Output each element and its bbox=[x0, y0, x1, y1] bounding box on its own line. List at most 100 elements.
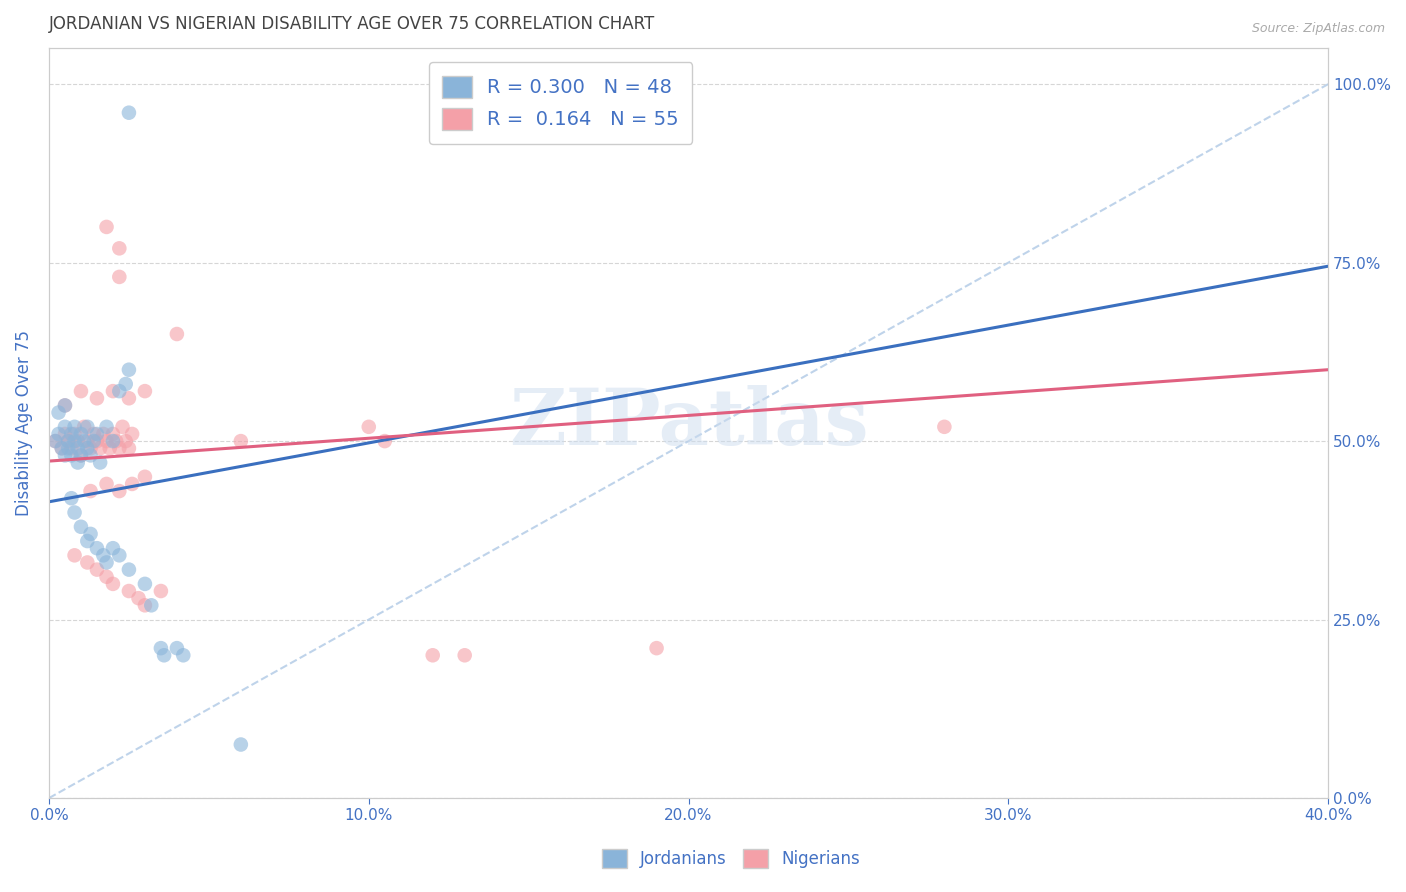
Point bbox=[76, 434, 98, 449]
Point bbox=[79, 449, 101, 463]
Point bbox=[53, 398, 76, 412]
Point bbox=[101, 577, 124, 591]
Point bbox=[66, 442, 89, 456]
Point bbox=[134, 384, 156, 398]
Point bbox=[76, 442, 98, 456]
Point bbox=[44, 434, 66, 449]
Point bbox=[63, 420, 86, 434]
Point bbox=[357, 420, 380, 434]
Point bbox=[166, 326, 188, 341]
Point bbox=[73, 420, 96, 434]
Point bbox=[73, 434, 96, 449]
Point bbox=[76, 556, 98, 570]
Point bbox=[63, 434, 86, 449]
Point bbox=[70, 427, 93, 442]
Point bbox=[118, 442, 141, 456]
Text: ZIPatlas: ZIPatlas bbox=[509, 385, 869, 461]
Point bbox=[79, 442, 101, 456]
Point bbox=[229, 434, 252, 449]
Point bbox=[66, 434, 89, 449]
Point bbox=[96, 420, 118, 434]
Point bbox=[60, 491, 83, 506]
Point bbox=[70, 449, 93, 463]
Point bbox=[48, 405, 70, 419]
Point bbox=[70, 520, 93, 534]
Point bbox=[83, 427, 105, 442]
Point bbox=[134, 599, 156, 613]
Point bbox=[96, 477, 118, 491]
Point bbox=[91, 427, 114, 442]
Point bbox=[128, 591, 150, 606]
Point bbox=[86, 541, 108, 556]
Point bbox=[101, 434, 124, 449]
Point bbox=[153, 648, 176, 663]
Point bbox=[51, 442, 73, 456]
Point bbox=[118, 563, 141, 577]
Point bbox=[934, 420, 956, 434]
Point bbox=[56, 442, 79, 456]
Point bbox=[374, 434, 396, 449]
Point bbox=[141, 599, 163, 613]
Point bbox=[108, 442, 131, 456]
Point bbox=[111, 420, 134, 434]
Point bbox=[101, 541, 124, 556]
Point bbox=[66, 456, 89, 470]
Point bbox=[86, 563, 108, 577]
Point bbox=[96, 434, 118, 449]
Point bbox=[91, 549, 114, 563]
Text: Source: ZipAtlas.com: Source: ZipAtlas.com bbox=[1251, 22, 1385, 36]
Point bbox=[60, 449, 83, 463]
Point bbox=[101, 384, 124, 398]
Point bbox=[86, 427, 108, 442]
Point bbox=[76, 420, 98, 434]
Point bbox=[48, 427, 70, 442]
Point bbox=[63, 427, 86, 442]
Point bbox=[118, 391, 141, 405]
Point bbox=[63, 506, 86, 520]
Point bbox=[53, 398, 76, 412]
Point bbox=[114, 434, 136, 449]
Point bbox=[121, 427, 143, 442]
Point bbox=[89, 456, 111, 470]
Point bbox=[56, 434, 79, 449]
Point bbox=[118, 105, 141, 120]
Point bbox=[454, 648, 477, 663]
Text: JORDANIAN VS NIGERIAN DISABILITY AGE OVER 75 CORRELATION CHART: JORDANIAN VS NIGERIAN DISABILITY AGE OVE… bbox=[49, 15, 655, 33]
Point bbox=[149, 584, 172, 599]
Point bbox=[89, 442, 111, 456]
Point bbox=[108, 384, 131, 398]
Point bbox=[101, 427, 124, 442]
Point bbox=[56, 434, 79, 449]
Point bbox=[70, 384, 93, 398]
Point bbox=[114, 376, 136, 391]
Point bbox=[83, 434, 105, 449]
Point bbox=[134, 577, 156, 591]
Point bbox=[149, 641, 172, 656]
Point bbox=[60, 427, 83, 442]
Point bbox=[134, 470, 156, 484]
Point bbox=[60, 442, 83, 456]
Point bbox=[76, 534, 98, 549]
Point bbox=[79, 484, 101, 499]
Point bbox=[86, 391, 108, 405]
Point bbox=[118, 584, 141, 599]
Point bbox=[121, 477, 143, 491]
Point bbox=[166, 641, 188, 656]
Point bbox=[108, 484, 131, 499]
Point bbox=[70, 449, 93, 463]
Point bbox=[96, 219, 118, 234]
Point bbox=[79, 527, 101, 541]
Point bbox=[229, 738, 252, 752]
Point bbox=[108, 269, 131, 284]
Point bbox=[98, 442, 121, 456]
Point bbox=[63, 549, 86, 563]
Point bbox=[86, 434, 108, 449]
Point bbox=[105, 434, 128, 449]
Point bbox=[53, 449, 76, 463]
Point bbox=[172, 648, 194, 663]
Legend: R = 0.300   N = 48, R =  0.164   N = 55: R = 0.300 N = 48, R = 0.164 N = 55 bbox=[429, 62, 692, 144]
Point bbox=[96, 570, 118, 584]
Point bbox=[422, 648, 444, 663]
Point bbox=[51, 442, 73, 456]
Point bbox=[44, 434, 66, 449]
